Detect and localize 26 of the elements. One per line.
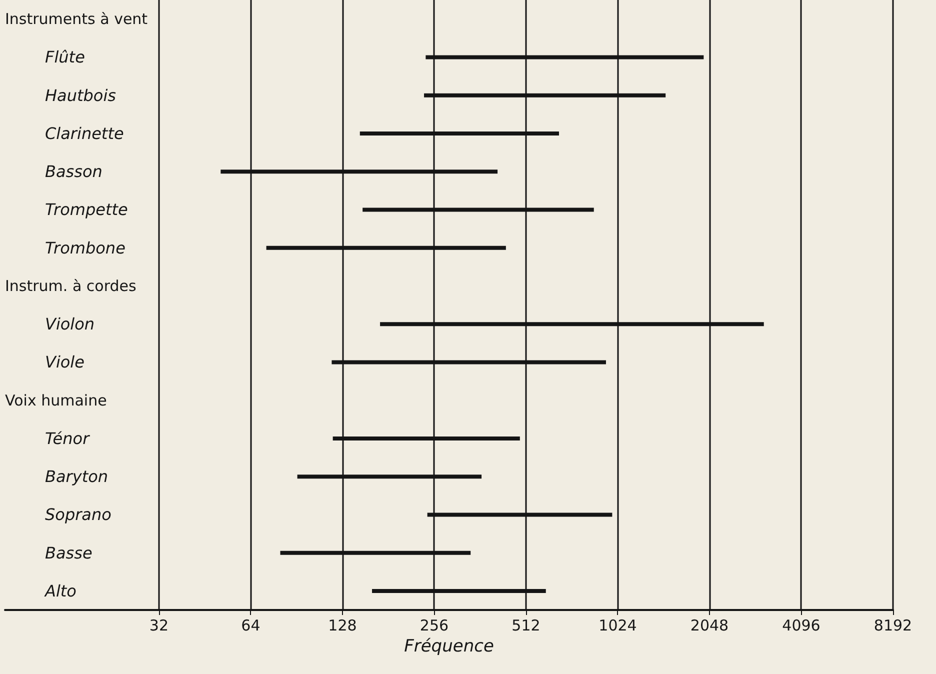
y-tick-label: Instruments à vent xyxy=(5,10,148,28)
y-tick-label: Flûte xyxy=(45,48,86,67)
y-tick-label: Voix humaine xyxy=(5,391,107,410)
y-tick-label: Alto xyxy=(44,581,77,600)
x-tick-label: 32 xyxy=(149,616,169,634)
x-tick-label: 1024 xyxy=(598,616,637,634)
x-tick-label: 512 xyxy=(512,616,540,634)
y-tick-label: Clarinette xyxy=(45,124,124,143)
y-tick-label: Basson xyxy=(45,162,102,182)
x-axis-title: Fréquence xyxy=(404,636,494,656)
x-tick-label: 4096 xyxy=(782,616,820,634)
y-tick-label: Baryton xyxy=(45,467,108,486)
y-tick-label: Basse xyxy=(45,543,92,562)
x-tick-label: 128 xyxy=(328,616,357,634)
x-tick-label: 64 xyxy=(241,616,260,634)
x-tick-label: 2048 xyxy=(690,616,729,634)
y-tick-label: Viole xyxy=(45,352,85,372)
x-tick-label: 8192 xyxy=(874,616,912,634)
y-tick-label: Trombone xyxy=(45,238,126,258)
x-tick-label: 256 xyxy=(420,616,449,634)
y-tick-label: Violon xyxy=(45,314,95,334)
y-tick-label: Hautbois xyxy=(45,86,116,105)
y-tick-label: Soprano xyxy=(45,505,112,524)
y-tick-label: Ténor xyxy=(45,428,91,448)
y-tick-label: Trompette xyxy=(45,200,128,220)
y-tick-label: Instrum. à cordes xyxy=(5,276,136,295)
